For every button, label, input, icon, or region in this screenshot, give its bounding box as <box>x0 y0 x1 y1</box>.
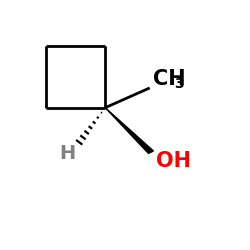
Text: H: H <box>60 144 76 163</box>
Text: OH: OH <box>156 151 191 171</box>
Text: CH: CH <box>154 69 186 89</box>
Text: 3: 3 <box>174 77 184 91</box>
Polygon shape <box>105 108 154 154</box>
